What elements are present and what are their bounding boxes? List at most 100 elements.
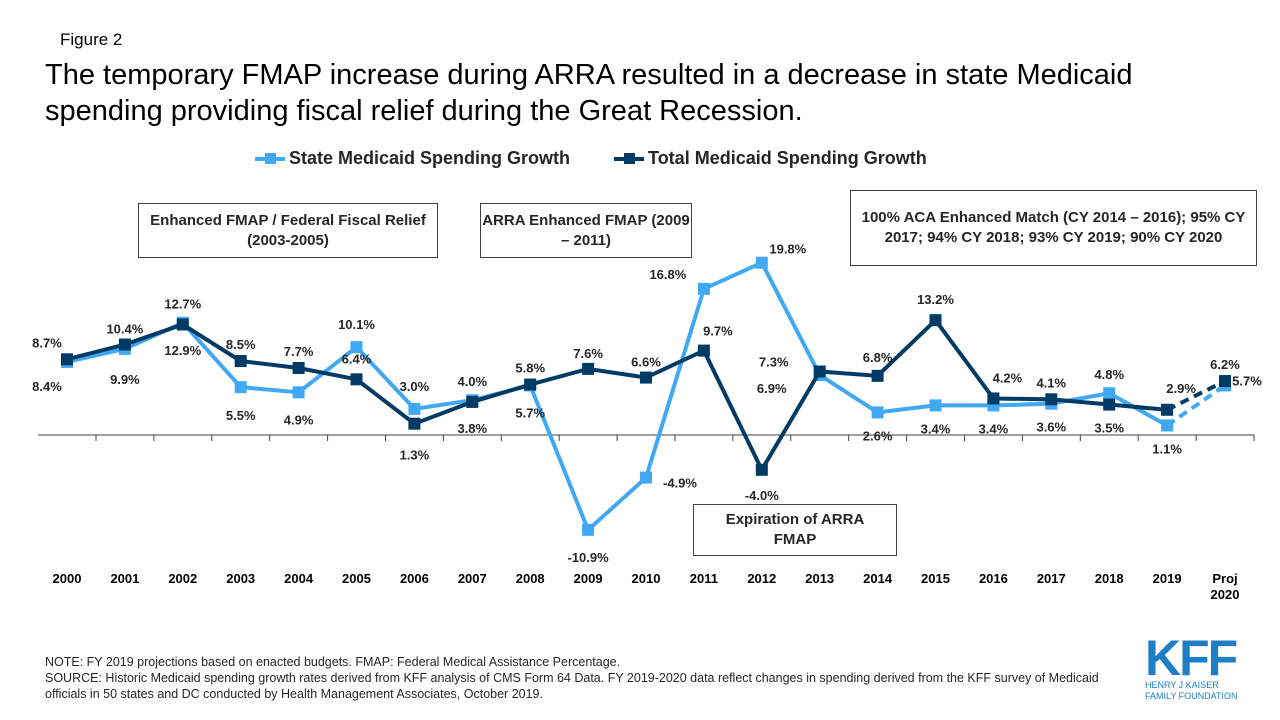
state-data-label: 6.9% xyxy=(757,381,787,396)
state-data-label: 16.8% xyxy=(649,267,686,282)
total-point xyxy=(1103,398,1116,411)
footnote: NOTE: FY 2019 projections based on enact… xyxy=(45,654,1135,702)
total-point xyxy=(176,318,189,331)
state-data-label: 12.9% xyxy=(164,343,201,358)
x-tick-label: 2001 xyxy=(110,571,139,586)
total-point xyxy=(813,365,826,378)
state-data-label: 9.9% xyxy=(110,372,140,387)
x-tick-label: 2016 xyxy=(979,571,1008,586)
total-series-line xyxy=(66,317,1168,475)
total-data-label: 6.6% xyxy=(631,355,661,370)
note-text: NOTE: FY 2019 projections based on enact… xyxy=(45,655,621,669)
total-point xyxy=(987,392,1000,405)
total-projected-line xyxy=(1166,379,1226,412)
logo-mark: KFF xyxy=(1145,630,1238,686)
total-point xyxy=(871,369,884,382)
state-data-label: 19.8% xyxy=(769,242,806,257)
total-data-label: 13.2% xyxy=(917,292,954,307)
x-tick-label: 2005 xyxy=(342,571,371,586)
total-data-label: 2.9% xyxy=(1166,381,1196,396)
source-text: SOURCE: Historic Medicaid spending growt… xyxy=(45,671,1099,701)
total-point xyxy=(697,344,710,357)
state-point xyxy=(697,282,710,295)
state-point xyxy=(234,381,247,394)
total-point xyxy=(292,362,305,375)
x-tick-label: 2015 xyxy=(921,571,950,586)
x-tick-label: 2010 xyxy=(632,571,661,586)
state-point xyxy=(582,523,595,536)
total-data-label: 6.8% xyxy=(863,350,893,365)
x-tick-label: 2004 xyxy=(284,571,314,586)
figure-label: Figure 2 xyxy=(60,30,123,49)
total-point xyxy=(1161,403,1174,416)
total-data-label: 9.7% xyxy=(703,324,733,339)
state-data-label: 3.6% xyxy=(1036,420,1066,435)
logo-line2: FAMILY FOUNDATION xyxy=(1145,691,1238,701)
total-point xyxy=(524,378,537,391)
state-point xyxy=(408,402,421,415)
total-data-label: 6.2% xyxy=(1210,357,1240,372)
total-data-label: 7.7% xyxy=(284,344,314,359)
state-data-label: 3.4% xyxy=(921,421,951,436)
total-data-label: 4.1% xyxy=(1036,375,1066,390)
state-data-label: 3.4% xyxy=(979,421,1009,436)
annotation-enhanced-fmap: Enhanced FMAP / Federal Fiscal Relief (2… xyxy=(138,203,438,258)
state-data-label: 5.7% xyxy=(515,405,545,420)
legend-label-state: State Medicaid Spending Growth xyxy=(289,148,571,168)
state-data-label: 5.7% xyxy=(1232,373,1262,388)
annotation-arra-fmap: ARRA Enhanced FMAP (2009 – 2011) xyxy=(480,203,692,258)
total-data-label: -4.0% xyxy=(745,488,779,503)
state-point xyxy=(871,406,884,419)
x-tick-label: 2019 xyxy=(1153,571,1182,586)
legend-item-total: Total Medicaid Spending Growth xyxy=(614,148,927,169)
state-data-label: -4.9% xyxy=(663,476,697,491)
state-data-label: 4.8% xyxy=(1094,367,1124,382)
total-point xyxy=(929,314,942,327)
total-point xyxy=(61,353,73,366)
state-data-label: 4.0% xyxy=(457,374,487,389)
total-data-label: 7.3% xyxy=(759,354,789,369)
state-data-label: 10.1% xyxy=(338,317,375,332)
state-data-label: -10.9% xyxy=(567,550,609,565)
legend-label-total: Total Medicaid Spending Growth xyxy=(648,148,927,168)
legend: State Medicaid Spending Growth Total Med… xyxy=(255,148,927,169)
x-tick-label: 2007 xyxy=(458,571,487,586)
total-data-label: 3.8% xyxy=(457,421,487,436)
state-projected-line xyxy=(1165,383,1227,428)
state-point xyxy=(1161,419,1174,432)
total-data-label: 3.5% xyxy=(1094,421,1124,436)
total-data-label: 6.4% xyxy=(342,351,372,366)
x-tick-label: 2000 xyxy=(53,571,82,586)
state-data-label: 2.6% xyxy=(863,428,893,443)
total-point xyxy=(466,395,479,408)
x-tick-label: 2013 xyxy=(805,571,834,586)
state-data-label: 3.0% xyxy=(400,379,430,394)
x-tick-label: 2011 xyxy=(690,571,718,586)
total-point xyxy=(118,338,131,351)
total-point xyxy=(640,371,652,384)
state-data-label: 4.9% xyxy=(284,412,314,427)
x-tick-label: Proj 2020 xyxy=(1211,571,1240,602)
state-series-line xyxy=(66,260,1169,534)
total-data-label: 5.8% xyxy=(515,361,545,376)
x-tick-label: 2018 xyxy=(1095,571,1124,586)
state-point xyxy=(350,341,363,354)
chart-title: The temporary FMAP increase during ARRA … xyxy=(45,59,1133,127)
logo-line1: HENRY J KAISER xyxy=(1145,680,1219,690)
x-tick-label: 2003 xyxy=(226,571,255,586)
total-point xyxy=(234,355,247,368)
state-data-label: 8.4% xyxy=(32,379,62,394)
total-data-label: 8.5% xyxy=(226,337,256,352)
state-data-label: 5.5% xyxy=(226,408,256,423)
x-tick-label: 2002 xyxy=(168,571,197,586)
total-data-label: 4.2% xyxy=(993,370,1023,385)
x-tick-label: 2014 xyxy=(863,571,893,586)
total-point xyxy=(1219,375,1231,388)
state-data-label: 1.1% xyxy=(1152,441,1182,456)
total-data-label: 7.6% xyxy=(573,346,603,361)
total-point xyxy=(582,362,595,375)
state-point xyxy=(755,256,768,269)
legend-swatch-total xyxy=(614,152,645,164)
x-tick-label: 2008 xyxy=(516,571,545,586)
